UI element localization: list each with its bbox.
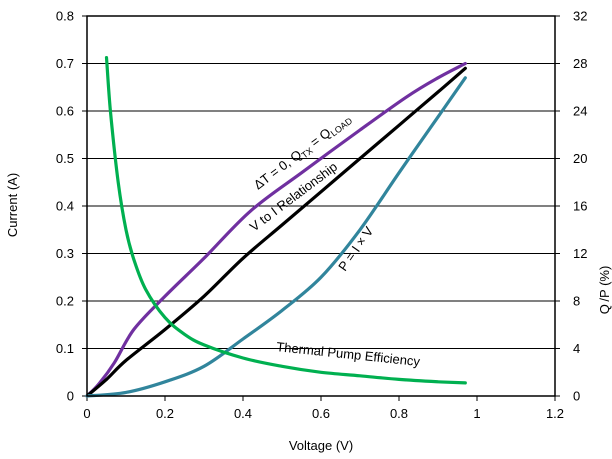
power-label: P = I × V: [335, 224, 376, 274]
y-tick-label: 0.5: [56, 151, 74, 166]
series-line-efficiency: [104, 56, 467, 385]
x-tick-label: 1.2: [546, 406, 564, 421]
y2-tick-label: 8: [573, 294, 580, 309]
series-line-power: [85, 76, 467, 398]
y2-tick-label: 12: [573, 246, 587, 261]
y2-axis-title: Q /P (%): [597, 266, 612, 315]
plot-frame: [86, 15, 556, 397]
tick-marks: [82, 15, 560, 401]
x-tick-label: 0.4: [234, 406, 252, 421]
y-tick-label: 0.8: [56, 9, 74, 24]
y2-tick-label: 16: [573, 199, 587, 214]
x-tick-label: 0.6: [312, 406, 330, 421]
y2-tick-label: 0: [573, 389, 580, 404]
y-tick-labels: 0 0.1 0.2 0.3 0.4 0.5 0.6 0.7 0.8: [56, 9, 74, 404]
y2-tick-label: 20: [573, 151, 587, 166]
series-line-delta-t: [85, 61, 467, 398]
y-tick-label: 0.3: [56, 246, 74, 261]
series-line-v-to-i: [85, 66, 467, 398]
y-tick-label: 0.6: [56, 104, 74, 119]
vi-relationship-label: V to I Relationship: [247, 159, 340, 234]
y-tick-label: 0.1: [56, 341, 74, 356]
y2-tick-label: 32: [573, 9, 587, 24]
x-tick-label: 0: [83, 406, 90, 421]
x-tick-label: 0.8: [390, 406, 408, 421]
x-axis-title: Voltage (V): [289, 438, 353, 453]
y2-tick-labels: 0 4 8 12 16 20 24 28 32: [573, 9, 587, 404]
y-tick-label: 0: [67, 389, 74, 404]
x-tick-label: 1: [473, 406, 480, 421]
y2-tick-label: 24: [573, 104, 587, 119]
y-tick-label: 0.2: [56, 294, 74, 309]
x-tick-labels: 0 0.2 0.4 0.6 0.8 1 1.2: [83, 406, 564, 421]
y2-tick-label: 28: [573, 56, 587, 71]
y2-tick-label: 4: [573, 341, 580, 356]
y-tick-label: 0.4: [56, 199, 74, 214]
x-tick-label: 0.2: [156, 406, 174, 421]
efficiency-label: Thermal Pump Efficiency: [276, 339, 422, 369]
series-layer: [85, 56, 467, 398]
y-tick-label: 0.7: [56, 56, 74, 71]
y-axis-title: Current (A): [5, 173, 20, 237]
